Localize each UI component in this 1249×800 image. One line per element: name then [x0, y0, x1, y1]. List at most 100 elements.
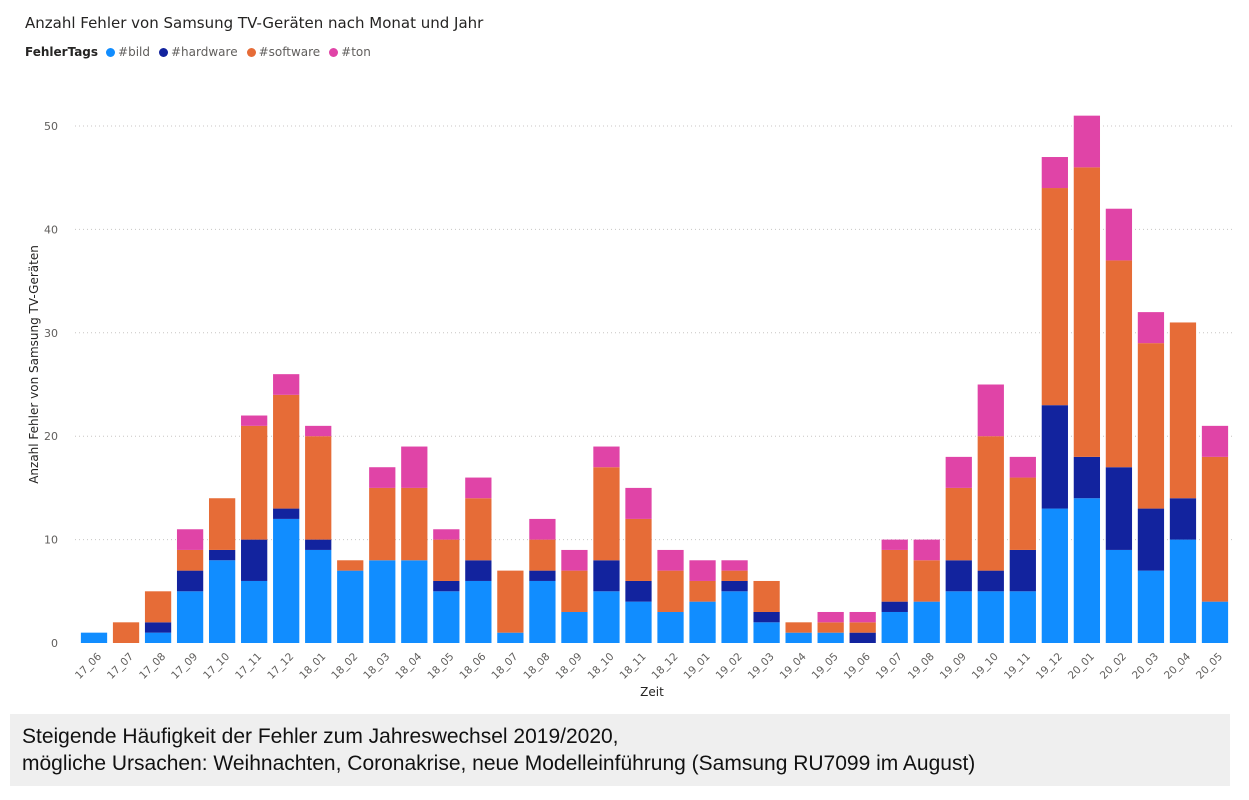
- bar-segment-bild-17_08: [144, 632, 172, 643]
- bar-segment-software-17_12: [273, 394, 300, 509]
- x-tick-label-17_06: 17_06: [73, 650, 104, 681]
- bar-segment-bild-20_02: [1105, 549, 1133, 643]
- x-tick-label-17_09: 17_09: [169, 651, 200, 682]
- bar-segment-software-18_09: [561, 570, 588, 612]
- bar-segment-bild-19_01: [689, 601, 716, 643]
- x-tick-label-20_03: 20_03: [1130, 651, 1161, 682]
- bar-segment-software-20_02: [1105, 260, 1133, 468]
- bar-segment-bild-20_01: [1073, 498, 1101, 643]
- bar-segment-bild-18_12: [657, 611, 684, 643]
- bar-segment-ton-18_06: [465, 477, 492, 499]
- bar-segment-bild-17_09: [176, 591, 204, 643]
- bar-segment-software-18_08: [529, 539, 556, 571]
- x-tick-label-19_08: 19_08: [906, 651, 937, 682]
- legend-dot-ton: [329, 47, 339, 57]
- bar-segment-software-20_05: [1201, 456, 1229, 602]
- bar-segment-software-18_05: [433, 539, 460, 581]
- x-tick-label-20_02: 20_02: [1098, 651, 1129, 682]
- legend-item-hardware[interactable]: #hardware: [159, 45, 238, 59]
- legend-item-bild[interactable]: #bild: [106, 45, 150, 59]
- x-tick-label-18_09: 18_09: [553, 651, 584, 682]
- x-tick-label-18_04: 18_04: [393, 650, 424, 681]
- bar-segment-ton-17_12: [273, 374, 300, 395]
- bar-segment-hardware-20_01: [1073, 456, 1101, 499]
- x-tick-label-19_05: 19_05: [810, 651, 841, 682]
- x-tick-label-18_05: 18_05: [425, 651, 456, 682]
- bar-segment-hardware-19_12: [1041, 405, 1068, 509]
- bar-segment-ton-19_05: [817, 611, 844, 623]
- bar-segment-ton-18_03: [369, 467, 396, 488]
- legend-item-software[interactable]: #software: [246, 45, 321, 59]
- x-tick-label-18_06: 18_06: [457, 650, 488, 681]
- bar-segment-ton-19_02: [721, 560, 748, 571]
- x-tick-label-19_11: 19_11: [1002, 651, 1033, 682]
- caption-line-1: Steigende Häufigkeit der Fehler zum Jahr…: [22, 725, 619, 748]
- x-tick-label-19_01: 19_01: [682, 651, 713, 682]
- bar-segment-hardware-18_08: [529, 570, 556, 581]
- bar-segment-software-20_01: [1073, 167, 1101, 457]
- bar-segment-ton-19_12: [1041, 157, 1068, 189]
- bar-segment-ton-17_11: [241, 415, 268, 426]
- bar-segment-bild-19_02: [721, 591, 748, 643]
- y-tick-label: 20: [44, 430, 58, 443]
- bar-segment-software-18_01: [305, 436, 332, 540]
- bar-segment-ton-18_04: [401, 446, 428, 488]
- bar-segment-hardware-18_05: [433, 580, 460, 592]
- x-tick-label-18_12: 18_12: [650, 651, 681, 682]
- bar-segment-hardware-20_04: [1169, 498, 1197, 540]
- bar-segment-software-18_06: [465, 498, 492, 561]
- bar-segment-hardware-17_10: [208, 549, 236, 561]
- x-tick-label-17_11: 17_11: [233, 651, 264, 682]
- bar-segment-bild-17_11: [241, 580, 268, 643]
- bar-segment-ton-19_09: [945, 456, 972, 488]
- bar-segment-bild-18_06: [465, 580, 492, 643]
- bar-segment-software-18_02: [337, 560, 364, 571]
- bar-segment-hardware-17_12: [273, 508, 300, 519]
- bar-segment-hardware-19_06: [849, 632, 876, 643]
- legend-label-software: #software: [258, 45, 321, 59]
- bar-segment-hardware-18_01: [305, 539, 332, 550]
- x-axis-title: Zeit: [640, 685, 664, 699]
- bar-segment-bild-19_07: [881, 611, 908, 643]
- bar-segment-software-20_04: [1169, 322, 1197, 499]
- x-tick-label-19_07: 19_07: [874, 651, 905, 682]
- x-tick-label-20_04: 20_04: [1162, 650, 1193, 681]
- bar-segment-bild-19_09: [945, 591, 972, 643]
- bar-segment-bild-18_04: [401, 560, 428, 643]
- bar-segment-ton-18_09: [561, 549, 588, 571]
- bar-segment-bild-20_04: [1169, 539, 1197, 643]
- bar-segment-bild-18_11: [625, 601, 652, 643]
- legend-item-ton[interactable]: #ton: [329, 45, 371, 59]
- bar-segment-bild-19_04: [785, 632, 812, 643]
- x-tick-label-19_06: 19_06: [842, 650, 873, 681]
- bar-segment-ton-18_11: [625, 487, 652, 519]
- bar-segment-hardware-19_02: [721, 580, 748, 592]
- bar-segment-bild-19_11: [1009, 591, 1036, 643]
- bar-segment-software-18_10: [593, 467, 620, 561]
- bar-segment-ton-20_03: [1137, 312, 1165, 344]
- bar-segment-hardware-18_10: [593, 560, 620, 592]
- bar-segment-hardware-17_11: [241, 539, 268, 581]
- bar-segment-ton-18_08: [529, 518, 556, 540]
- bar-segment-ton-20_05: [1201, 425, 1229, 457]
- bar-segment-hardware-20_02: [1105, 467, 1133, 550]
- bar-segment-software-17_08: [144, 591, 172, 623]
- bar-segment-bild-18_05: [433, 591, 460, 643]
- bar-segment-bild-18_08: [529, 580, 556, 643]
- bar-segment-software-18_07: [497, 570, 524, 633]
- bar-segment-ton-18_12: [657, 549, 684, 571]
- x-tick-label-18_03: 18_03: [361, 651, 392, 682]
- bar-segment-software-19_11: [1009, 477, 1036, 550]
- bar-segment-ton-19_08: [913, 539, 940, 561]
- bar-segment-software-18_04: [401, 487, 428, 561]
- legend-label-ton: #ton: [341, 45, 371, 59]
- bar-segment-software-17_07: [112, 622, 140, 643]
- legend-dot-hardware: [159, 47, 168, 57]
- x-tick-label-18_11: 18_11: [618, 651, 649, 682]
- bar-segment-ton-19_06: [849, 611, 876, 623]
- bar-segment-ton-17_09: [176, 529, 204, 550]
- bar-segment-hardware-17_09: [176, 570, 204, 592]
- bar-segment-ton-19_07: [881, 539, 908, 550]
- bar-segment-bild-19_03: [753, 622, 780, 643]
- bar-segment-bild-19_12: [1041, 508, 1068, 643]
